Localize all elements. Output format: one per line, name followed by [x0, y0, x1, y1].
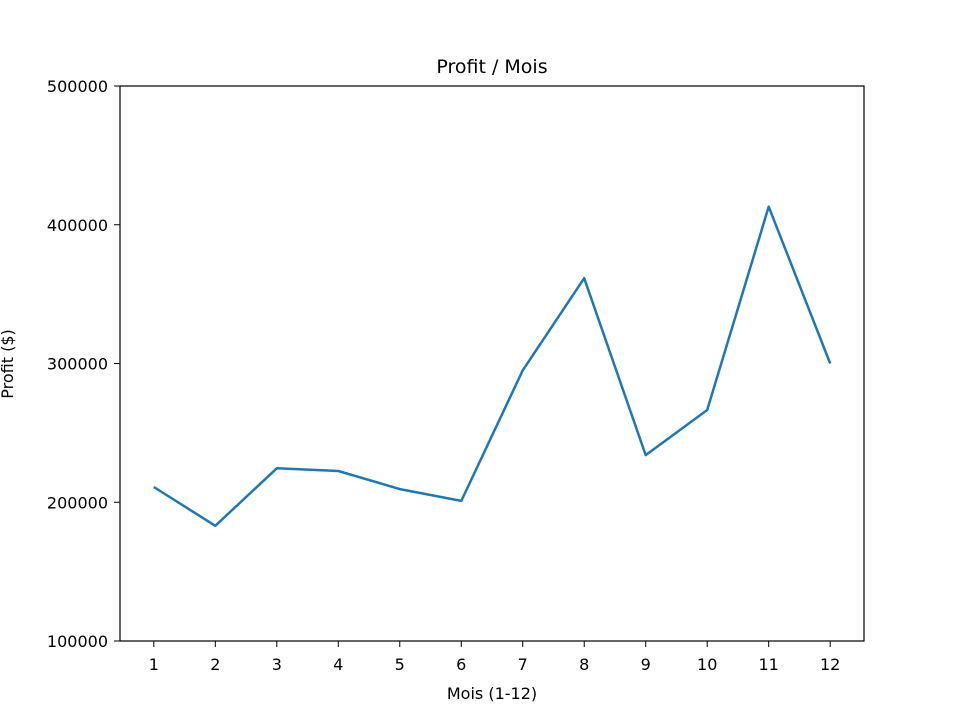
y-tick-label: 500000 — [47, 77, 108, 96]
y-tick-label: 400000 — [47, 216, 108, 235]
x-tick-label: 3 — [272, 655, 282, 674]
y-tick-label: 100000 — [47, 632, 108, 651]
y-axis-ticks: 100000 200000 300000 400000 500000 — [47, 77, 120, 651]
x-axis-label: Mois (1-12) — [447, 684, 537, 703]
x-tick-label: 7 — [518, 655, 528, 674]
x-tick-label: 9 — [641, 655, 651, 674]
y-tick-label: 200000 — [47, 493, 108, 512]
x-tick-label: 1 — [149, 655, 159, 674]
chart-title: Profit / Mois — [436, 56, 547, 78]
y-axis-label: Profit ($) — [0, 329, 17, 398]
x-axis-ticks: 1 2 3 4 5 6 7 8 9 10 11 12 — [149, 641, 840, 674]
x-tick-label: 12 — [820, 655, 840, 674]
x-tick-label: 6 — [456, 655, 466, 674]
x-tick-label: 10 — [697, 655, 717, 674]
plot-area-frame — [119, 85, 865, 642]
x-tick-label: 4 — [333, 655, 343, 674]
x-tick-label: 8 — [579, 655, 589, 674]
x-tick-label: 5 — [395, 655, 405, 674]
x-tick-label: 2 — [210, 655, 220, 674]
x-tick-label: 11 — [759, 655, 779, 674]
profit-series-line — [153, 205, 832, 528]
y-tick-label: 300000 — [47, 355, 108, 374]
